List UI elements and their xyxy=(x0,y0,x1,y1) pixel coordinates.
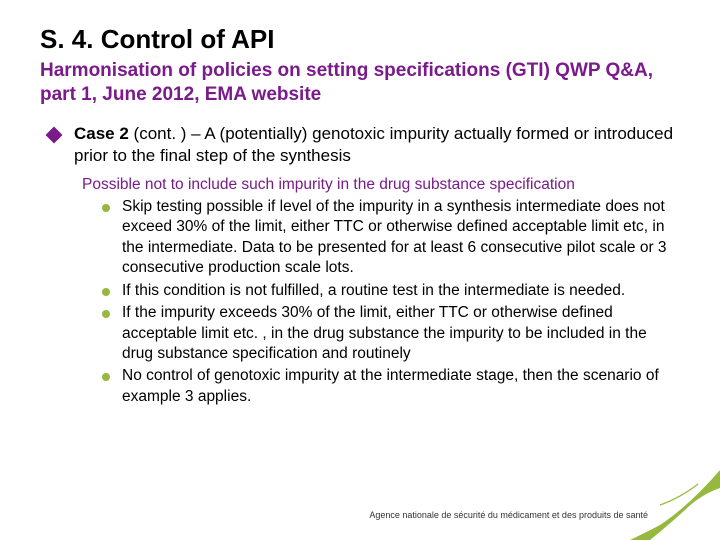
lvl2-list: Skip testing possible if level of the im… xyxy=(102,197,680,408)
page-number: 51 xyxy=(679,506,698,526)
lvl1-rest: (cont. ) – A (potentially) genotoxic imp… xyxy=(74,124,673,165)
bullet-dot-icon xyxy=(102,288,110,296)
slide-subtitle: Harmonisation of policies on setting spe… xyxy=(40,59,680,107)
lvl2-item-text: No control of genotoxic impurity at the … xyxy=(122,366,680,407)
lvl2-item-text: If the impurity exceeds 30% of the limit… xyxy=(122,303,680,364)
bullet-dot-icon xyxy=(102,373,110,381)
lvl1-lead: Case 2 xyxy=(74,124,129,143)
lvl2-heading: Possible not to include such impurity in… xyxy=(82,175,680,195)
corner-decoration-icon xyxy=(630,470,720,540)
list-item: If the impurity exceeds 30% of the limit… xyxy=(102,303,680,364)
slide-body: Case 2 (cont. ) – A (potentially) genoto… xyxy=(40,123,680,408)
lvl2-item-text: Skip testing possible if level of the im… xyxy=(122,197,680,279)
bullet-dot-icon xyxy=(102,310,110,318)
lvl1-text: Case 2 (cont. ) – A (potentially) genoto… xyxy=(74,123,680,167)
slide-title: S. 4. Control of API xyxy=(40,24,680,55)
lvl2-item-text: If this condition is not fulfilled, a ro… xyxy=(122,281,625,301)
footer-agency: Agence nationale de sécurité du médicame… xyxy=(369,510,648,520)
list-item: Skip testing possible if level of the im… xyxy=(102,197,680,279)
bullet-dot-icon xyxy=(102,204,110,212)
diamond-icon xyxy=(46,126,63,143)
slide: S. 4. Control of API Harmonisation of po… xyxy=(0,0,720,540)
list-item: No control of genotoxic impurity at the … xyxy=(102,366,680,407)
list-item: If this condition is not fulfilled, a ro… xyxy=(102,281,680,301)
bullet-level1: Case 2 (cont. ) – A (potentially) genoto… xyxy=(48,123,680,167)
